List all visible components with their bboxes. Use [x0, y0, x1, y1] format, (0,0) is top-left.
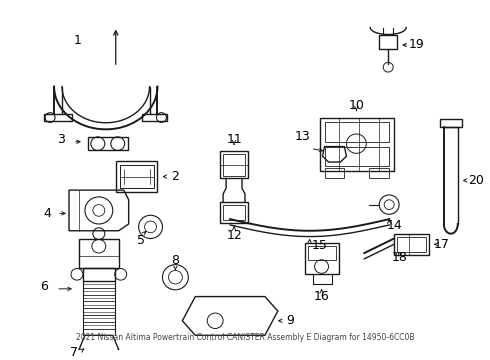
Bar [79, 239, 119, 267]
Text: 9: 9 [286, 314, 294, 327]
Bar [397, 237, 426, 252]
Text: 20: 20 [468, 174, 484, 187]
Text: 13: 13 [295, 130, 311, 143]
Text: 12: 12 [226, 229, 242, 242]
Bar [308, 246, 337, 260]
Text: 10: 10 [348, 99, 364, 112]
Bar [220, 152, 248, 179]
Text: 19: 19 [409, 39, 425, 51]
Bar [223, 154, 245, 176]
Text: 17: 17 [434, 238, 450, 251]
Text: 18: 18 [391, 251, 407, 264]
Bar [116, 161, 157, 192]
Bar [319, 117, 394, 171]
Text: 15: 15 [312, 239, 327, 252]
Bar [223, 204, 245, 220]
Bar [324, 168, 344, 177]
Bar [379, 35, 397, 49]
Text: 3: 3 [57, 133, 65, 146]
Text: 14: 14 [386, 220, 402, 233]
Text: 5: 5 [137, 234, 145, 247]
Bar [394, 234, 429, 255]
Text: 2: 2 [172, 170, 179, 183]
Bar [324, 122, 389, 142]
Text: 7: 7 [70, 346, 78, 359]
Bar [305, 243, 340, 274]
Bar [220, 202, 248, 223]
Text: 6: 6 [40, 280, 48, 293]
Text: 8: 8 [172, 254, 179, 267]
Text: 4: 4 [43, 207, 51, 220]
Text: 1: 1 [74, 33, 82, 46]
Bar [120, 165, 153, 188]
Text: 2021 Nissan Altima Powertrain Control CANISTER Assembly E Diagram for 14950-6CC0: 2021 Nissan Altima Powertrain Control CA… [76, 333, 414, 342]
Bar [83, 267, 115, 281]
Text: 11: 11 [226, 133, 242, 146]
Bar [324, 147, 389, 166]
Text: 16: 16 [314, 290, 329, 303]
Bar [369, 168, 389, 177]
